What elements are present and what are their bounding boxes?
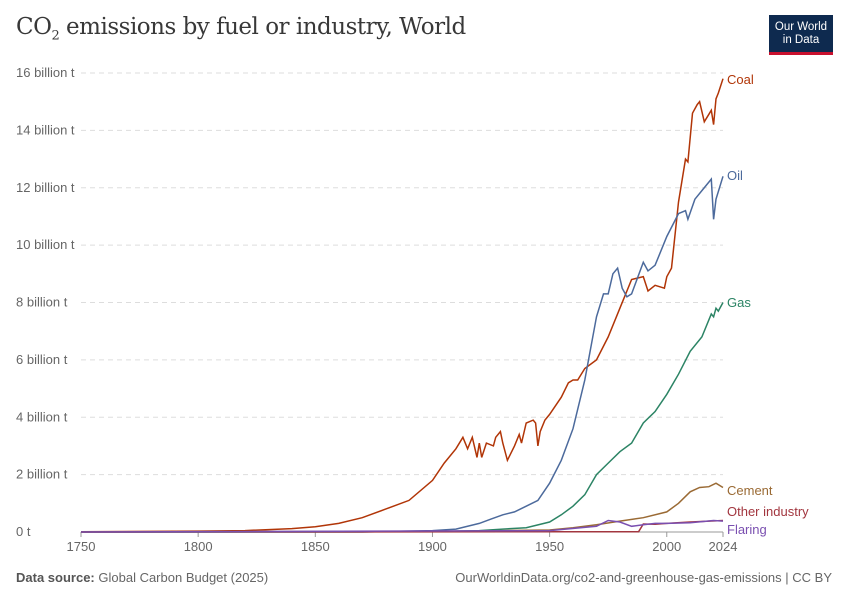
y-tick-label: 2 billion t [16,467,68,482]
series-label: Oil [727,168,743,183]
title-subscript: 2 [51,28,60,44]
x-tick-label: 1750 [67,539,96,554]
y-tick-label: 6 billion t [16,352,68,367]
series-line-coal [80,78,724,533]
y-tick-label: 4 billion t [16,409,68,424]
y-tick-label: 14 billion t [16,122,75,137]
series-label: Flaring [727,522,767,537]
source-label: Data source: [16,570,95,585]
series-label: Cement [727,483,773,498]
chart-title: CO2 emissions by fuel or industry, World [16,14,466,44]
y-tick-label: 10 billion t [16,237,75,252]
series-label: Gas [727,295,751,310]
y-tick-label: 16 billion t [16,65,75,80]
x-tick-label: 2024 [709,539,738,554]
data-source: Data source: Global Carbon Budget (2025) [16,570,268,585]
x-tick-label: 1900 [418,539,447,554]
series-line-oil [81,176,724,533]
logo-line2: in Data [782,33,820,46]
y-tick-label: 12 billion t [16,180,75,195]
source-link[interactable]: Global Carbon Budget (2025) [98,570,269,585]
title-text-rest: emissions by fuel or industry, World [59,14,466,40]
x-tick-label: 2000 [652,539,681,554]
series-label: Other industry [727,504,809,519]
series-line-other-industry [80,519,724,533]
x-tick-label: 1800 [184,539,213,554]
logo-line1: Our World [774,20,828,33]
series-line-gas [80,302,724,533]
owid-logo[interactable]: Our World in Data [769,15,833,55]
y-tick-label: 8 billion t [16,295,68,310]
series-label: Coal [727,72,754,87]
x-tick-label: 1950 [535,539,564,554]
title-text: CO [16,14,52,40]
y-tick-label: 0 t [16,524,31,539]
series-line-flaring [80,519,724,533]
x-tick-label: 1850 [301,539,330,554]
footer-url[interactable]: OurWorldinData.org/co2-and-greenhouse-ga… [455,570,832,585]
